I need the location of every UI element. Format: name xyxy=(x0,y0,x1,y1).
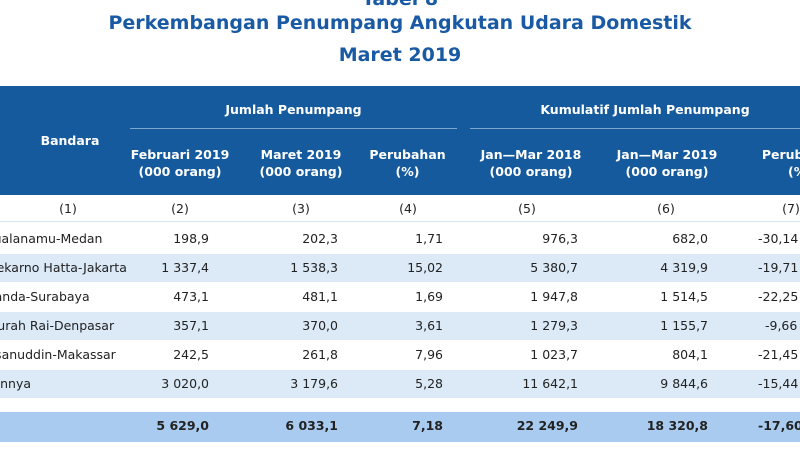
value-janmar2019: 4 319,9 xyxy=(660,260,708,275)
total-perubahan: 7,18 xyxy=(412,418,443,433)
header-divider xyxy=(470,128,800,129)
airport-name: Lainnya xyxy=(0,376,31,391)
header-col-feb2019: Februari 2019 (000 orang) xyxy=(130,147,230,179)
total-perubahan-kumulatif: -17,60 xyxy=(758,418,800,433)
total-row: 5 629,0 6 033,1 7,18 22 249,9 18 320,8 -… xyxy=(0,412,800,442)
table-row: Soekarno Hatta-Jakarta 1 337,4 1 538,3 1… xyxy=(0,254,800,282)
airport-name: Ngurah Rai-Denpasar xyxy=(0,318,115,333)
value-janmar2018: 5 380,7 xyxy=(530,260,578,275)
col-number: (3) xyxy=(292,201,310,216)
value-perubahan: 5,28 xyxy=(415,376,443,391)
value-janmar2019: 1 514,5 xyxy=(660,289,708,304)
table-row: Ngurah Rai-Denpasar 357,1 370,0 3,61 1 2… xyxy=(0,312,800,340)
value-mar2019: 370,0 xyxy=(302,318,338,333)
airport-name: Kualanamu-Medan xyxy=(0,231,103,246)
value-perubahan-kumulatif: -9,66 xyxy=(765,318,798,333)
value-feb2019: 473,1 xyxy=(173,289,209,304)
value-janmar2018: 976,3 xyxy=(542,231,578,246)
total-janmar2019: 18 320,8 xyxy=(646,418,708,433)
col-number: (6) xyxy=(657,201,675,216)
table-header xyxy=(0,86,800,195)
value-feb2019: 3 020,0 xyxy=(161,376,209,391)
value-janmar2019: 9 844,6 xyxy=(660,376,708,391)
value-perubahan-kumulatif: -19,71 xyxy=(758,260,799,275)
col-number: (4) xyxy=(399,201,417,216)
airport-name: Hasanuddin-Makassar xyxy=(0,347,116,362)
header-col-janmar2018: Jan—Mar 2018 (000 orang) xyxy=(480,147,582,179)
value-janmar2018: 1 279,3 xyxy=(530,318,578,333)
airport-name: Soekarno Hatta-Jakarta xyxy=(0,260,127,275)
header-divider xyxy=(130,128,457,129)
table-row: Juanda-Surabaya 473,1 481,1 1,69 1 947,8… xyxy=(0,283,800,311)
table-row: Lainnya 3 020,0 3 179,6 5,28 11 642,1 9 … xyxy=(0,370,800,398)
col-number: (7) xyxy=(782,201,800,216)
value-perubahan: 15,02 xyxy=(407,260,443,275)
header-col-mar2019: Maret 2019 (000 orang) xyxy=(259,147,343,179)
value-perubahan: 1,71 xyxy=(415,231,443,246)
value-janmar2018: 1 947,8 xyxy=(530,289,578,304)
table-number: Tabel 8 xyxy=(0,0,800,12)
value-feb2019: 242,5 xyxy=(173,347,209,362)
header-kumulatif: Kumulatif Jumlah Penumpang xyxy=(540,102,750,117)
value-feb2019: 1 337,4 xyxy=(161,260,209,275)
airport-name: Juanda-Surabaya xyxy=(0,289,90,304)
col-number: (1) xyxy=(59,201,77,216)
value-perubahan: 1,69 xyxy=(415,289,443,304)
value-feb2019: 357,1 xyxy=(173,318,209,333)
header-col-janmar2019: Jan—Mar 2019 (000 orang) xyxy=(616,147,718,179)
value-perubahan: 3,61 xyxy=(415,318,443,333)
value-perubahan-kumulatif: -22,25 xyxy=(758,289,799,304)
value-mar2019: 1 538,3 xyxy=(290,260,338,275)
value-janmar2018: 11 642,1 xyxy=(522,376,578,391)
column-number-row xyxy=(0,196,800,222)
total-janmar2018: 22 249,9 xyxy=(516,418,578,433)
total-mar2019: 6 033,1 xyxy=(285,418,338,433)
value-feb2019: 198,9 xyxy=(173,231,209,246)
col-number: (5) xyxy=(518,201,536,216)
value-janmar2018: 1 023,7 xyxy=(530,347,578,362)
value-janmar2019: 1 155,7 xyxy=(660,318,708,333)
value-mar2019: 481,1 xyxy=(302,289,338,304)
col-number: (2) xyxy=(171,201,189,216)
value-mar2019: 261,8 xyxy=(302,347,338,362)
value-janmar2019: 682,0 xyxy=(672,231,708,246)
header-col-perubahan: Perubahan (%) xyxy=(369,147,446,179)
value-perubahan-kumulatif: -21,45 xyxy=(758,347,799,362)
table-row: Hasanuddin-Makassar 242,5 261,8 7,96 1 0… xyxy=(0,341,800,369)
header-jumlah-penumpang: Jumlah Penumpang xyxy=(225,102,362,117)
table-row: Kualanamu-Medan 198,9 202,3 1,71 976,3 6… xyxy=(0,225,800,253)
header-bandara: Bandara xyxy=(40,133,100,148)
value-perubahan: 7,96 xyxy=(415,347,443,362)
value-janmar2019: 804,1 xyxy=(672,347,708,362)
value-mar2019: 3 179,6 xyxy=(290,376,338,391)
header-col-perubahan-kumulatif: Perubahan(%) xyxy=(761,147,800,179)
total-feb2019: 5 629,0 xyxy=(156,418,209,433)
table-subtitle: Maret 2019 xyxy=(338,44,462,66)
value-perubahan-kumulatif: -30,14 xyxy=(758,231,799,246)
value-perubahan-kumulatif: -15,44 xyxy=(758,376,799,391)
value-mar2019: 202,3 xyxy=(302,231,338,246)
table-title: Perkembangan Penumpang Angkutan Udara Do… xyxy=(108,12,692,34)
